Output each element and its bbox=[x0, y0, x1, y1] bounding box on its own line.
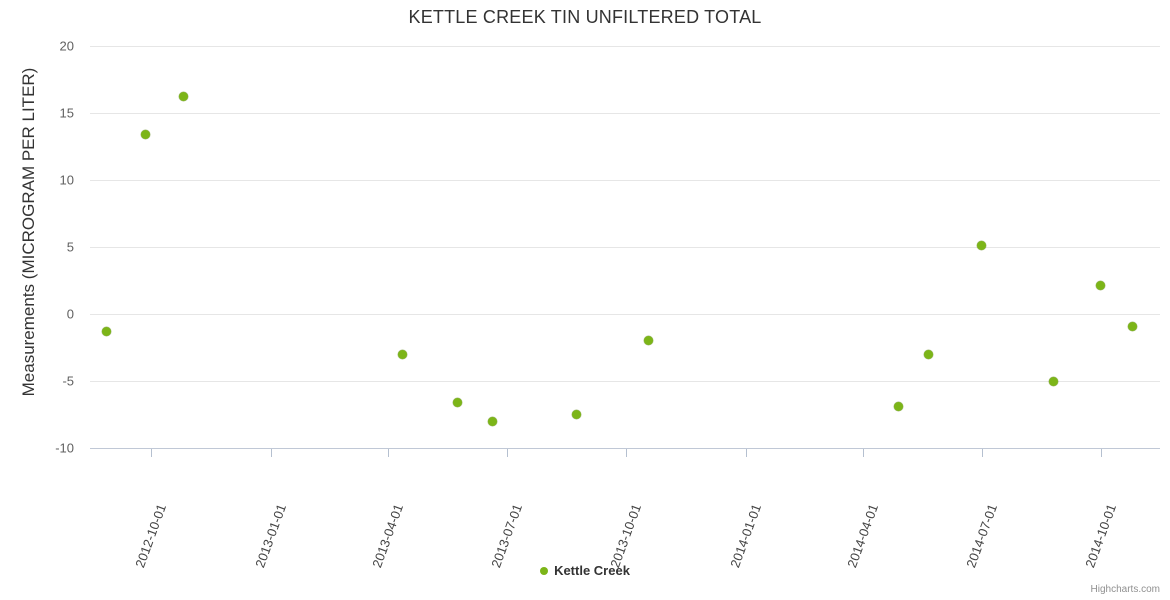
y-gridline bbox=[90, 46, 1160, 47]
y-gridline bbox=[90, 113, 1160, 114]
y-axis-tick-label: 20 bbox=[59, 38, 74, 54]
data-point[interactable] bbox=[572, 410, 582, 419]
data-point[interactable] bbox=[179, 92, 189, 102]
legend-item-label[interactable]: Kettle Creek bbox=[554, 563, 630, 578]
x-axis-tick-mark bbox=[981, 449, 983, 457]
y-gridline bbox=[90, 314, 1160, 315]
x-axis-tick-mark bbox=[270, 449, 272, 457]
x-axis-tick-mark bbox=[626, 449, 628, 457]
legend-marker-icon bbox=[540, 566, 549, 575]
data-point[interactable] bbox=[397, 349, 407, 359]
data-point[interactable] bbox=[923, 349, 933, 359]
x-axis-tick-mark bbox=[388, 449, 390, 457]
x-axis-tick-mark bbox=[863, 449, 865, 457]
data-point[interactable] bbox=[643, 336, 653, 346]
data-point[interactable] bbox=[1128, 321, 1138, 331]
y-axis-tick-labels: 20 15 10 5 0 -5 -10 bbox=[0, 38, 82, 456]
y-axis-tick-label: 5 bbox=[66, 239, 74, 255]
data-point[interactable] bbox=[487, 416, 497, 426]
y-gridline bbox=[90, 381, 1160, 382]
data-point[interactable] bbox=[977, 241, 987, 251]
data-point[interactable] bbox=[893, 401, 903, 411]
y-axis-tick-label: -5 bbox=[62, 373, 74, 389]
x-axis-tick-mark bbox=[151, 449, 153, 457]
plot-area: 2012-10-01 2013-01-01 2013-04-01 2013-07-01… bbox=[90, 40, 1160, 570]
y-axis-tick-label: -10 bbox=[55, 440, 74, 456]
x-axis-tick-mark bbox=[1101, 449, 1103, 457]
y-gridline bbox=[90, 448, 1160, 449]
data-point[interactable] bbox=[1048, 376, 1058, 386]
y-axis-tick-label: 10 bbox=[59, 172, 74, 188]
chart-legend[interactable]: Kettle Creek bbox=[0, 563, 1170, 578]
y-gridline bbox=[90, 180, 1160, 181]
chart-title: KETTLE CREEK TIN UNFILTERED TOTAL bbox=[408, 7, 762, 27]
x-axis-tick-mark bbox=[746, 449, 748, 457]
data-point[interactable] bbox=[102, 326, 112, 336]
y-axis-tick-label: 15 bbox=[59, 105, 74, 121]
y-axis-tick-label: 0 bbox=[66, 306, 74, 322]
data-point[interactable] bbox=[1095, 281, 1105, 291]
credits-label[interactable]: Highcharts.com bbox=[1090, 584, 1160, 595]
data-point[interactable] bbox=[452, 397, 462, 407]
data-point[interactable] bbox=[141, 129, 151, 139]
x-axis-tick-mark bbox=[506, 449, 508, 457]
y-gridline bbox=[90, 247, 1160, 248]
